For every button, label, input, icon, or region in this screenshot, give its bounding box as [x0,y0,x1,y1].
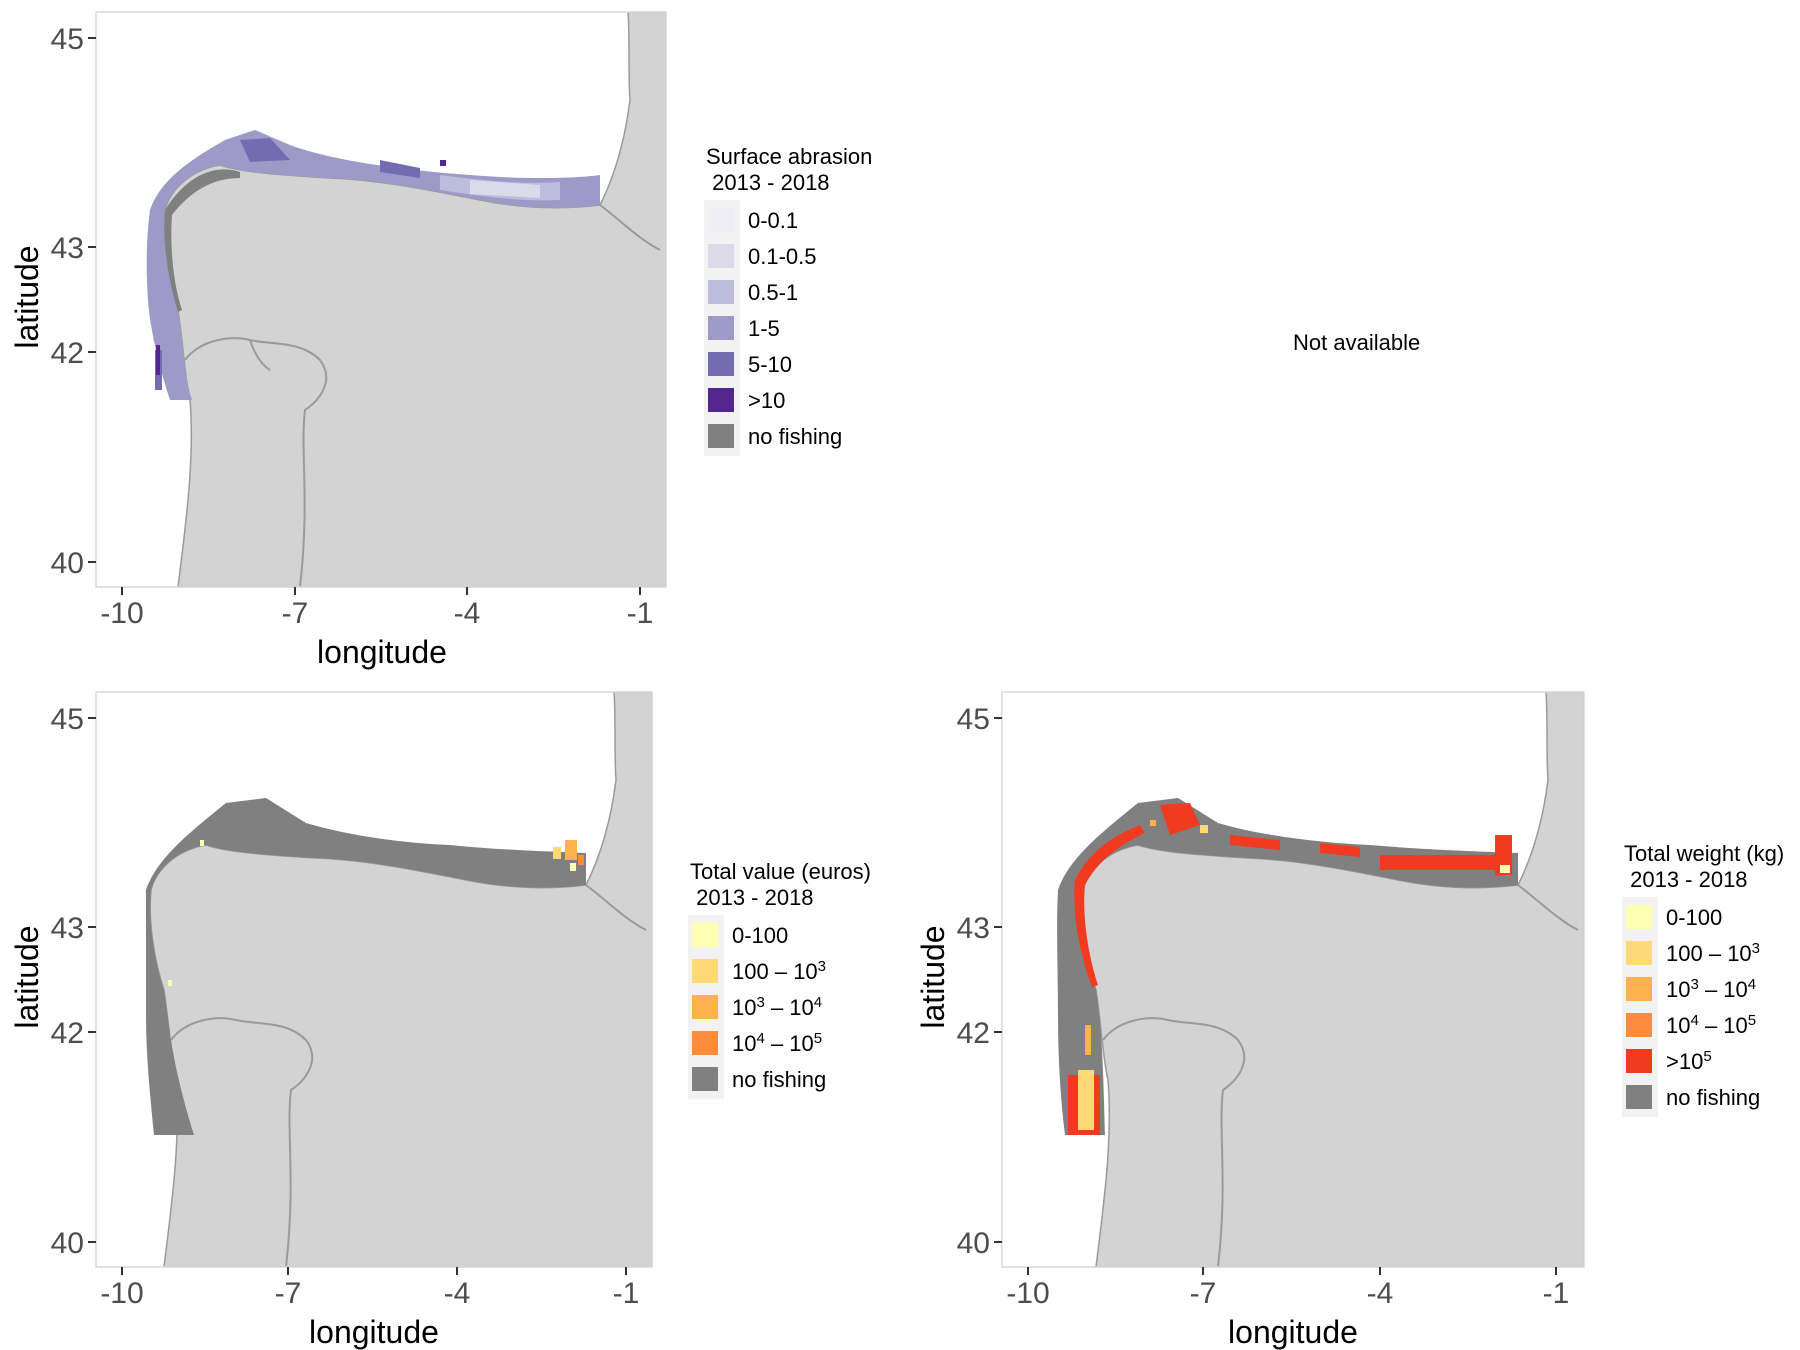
y-tick-label: 45 [957,703,990,736]
x-tick-label: -10 [1006,1277,1049,1310]
legend-subtitle: 2013 - 2018 [1624,867,1748,892]
x-axis-title: longitude [317,634,447,670]
legend-swatch [1626,941,1652,965]
legend-label: 1-5 [748,316,780,341]
legend-swatch [692,995,718,1019]
legend-title: Total value (euros) [690,859,871,884]
legend-abrasion: Surface abrasion 2013 - 2018 0-0.1 0.1-0.… [704,144,872,456]
plot-frame [95,691,653,1268]
legend-swatch [1626,1049,1652,1073]
y-tick-label: 42 [51,337,84,370]
fishing-footprint [146,130,601,400]
legend-label: 0-100 [1666,905,1722,930]
region-borders [170,884,647,1267]
legend-swatch [692,1031,718,1055]
legend-label: no fishing [748,424,842,449]
y-tick-label: 43 [51,232,84,265]
fishing-footprint [1057,798,1518,1135]
map-value [96,692,652,1267]
legend-label: 0-100 [732,923,788,948]
panel-weight: 45 43 42 40 latitude -10 -7 -4 -1 longit… [915,691,1784,1350]
y-axis: 45 43 42 40 latitude [915,703,1002,1260]
legend-label: 0-0.1 [748,208,798,233]
legend-swatch [692,959,718,983]
y-tick-label: 42 [51,1017,84,1050]
legend-value: Total value (euros) 2013 - 2018 0-100 100… [688,859,871,1099]
legend-subtitle: 2013 - 2018 [690,885,814,910]
x-tick-label: -10 [100,1277,143,1310]
x-tick-label: -7 [275,1277,302,1310]
y-axis: 45 43 42 40 latitude [9,703,96,1260]
legend-swatch [1626,905,1652,929]
x-tick-label: -1 [627,597,654,630]
map-abrasion [96,12,666,587]
x-tick-label: -7 [1190,1277,1217,1310]
not-available-label: Not available [1293,330,1421,355]
legend-label: >10 [748,388,785,413]
legend-swatch [1626,977,1652,1001]
x-tick-label: -7 [282,597,309,630]
legend-swatch [708,280,734,304]
x-axis-title: longitude [1228,1314,1358,1350]
legend-swatch [708,388,734,412]
legend-label: no fishing [732,1067,826,1092]
x-axis: -10 -7 -4 -1 longitude [100,1267,639,1350]
y-axis-title: latitude [915,925,951,1028]
region-borders [1102,884,1579,1267]
y-tick-label: 43 [51,912,84,945]
x-tick-label: -4 [444,1277,471,1310]
panel-value: 45 43 42 40 latitude -10 -7 -4 -1 longit… [9,691,871,1350]
y-tick-label: 40 [51,1227,84,1260]
y-tick-label: 40 [957,1227,990,1260]
y-axis: 45 43 42 40 latitude [9,23,96,580]
legend-subtitle: 2013 - 2018 [706,170,830,195]
y-tick-label: 45 [51,23,84,56]
y-tick-label: 45 [51,703,84,736]
legend-label: 103 – 104 [732,994,822,1021]
x-tick-label: -10 [100,597,143,630]
legend-label: 104 – 105 [732,1030,822,1057]
legend-swatch [1626,1013,1652,1037]
legend-weight: Total weight (kg) 2013 - 2018 0-100 100 –… [1622,841,1784,1117]
x-axis-title: longitude [309,1314,439,1350]
x-tick-label: -4 [1367,1277,1394,1310]
y-axis-title: latitude [9,925,45,1028]
y-tick-label: 43 [957,912,990,945]
legend-label: no fishing [1666,1085,1760,1110]
legend-swatch [708,424,734,448]
y-tick-label: 40 [51,547,84,580]
x-tick-label: -1 [613,1277,640,1310]
legend-label: 100 – 103 [732,958,826,985]
legend-swatch [708,316,734,340]
x-axis: -10 -7 -4 -1 longitude [100,587,653,670]
legend-label: 5-10 [748,352,792,377]
region-borders [184,204,661,587]
x-tick-label: -4 [454,597,481,630]
map-weight [1002,692,1584,1267]
legend-label: >105 [1666,1048,1712,1075]
legend-title: Total weight (kg) [1624,841,1784,866]
legend-swatch [1626,1085,1652,1109]
panel-abrasion: 45 43 42 40 latitude -10 -7 -4 -1 longit… [9,11,872,670]
catch-cells-light [1078,820,1510,1130]
legend-label: 100 – 103 [1666,940,1760,967]
legend-label: 0.5-1 [748,280,798,305]
legend-swatch [708,244,734,268]
y-axis-title: latitude [9,245,45,348]
legend-label: 103 – 104 [1666,976,1756,1003]
legend-swatch [692,1067,718,1091]
x-tick-label: -1 [1543,1277,1570,1310]
plot-frame [1001,691,1585,1268]
legend-title: Surface abrasion [706,144,872,169]
legend-swatch [692,923,718,947]
legend-label: 104 – 105 [1666,1012,1756,1039]
y-tick-label: 42 [957,1017,990,1050]
legend-swatch [708,208,734,232]
plot-frame [95,11,667,588]
legend-label: 0.1-0.5 [748,244,817,269]
legend-swatch [708,352,734,376]
x-axis: -10 -7 -4 -1 longitude [1006,1267,1569,1350]
